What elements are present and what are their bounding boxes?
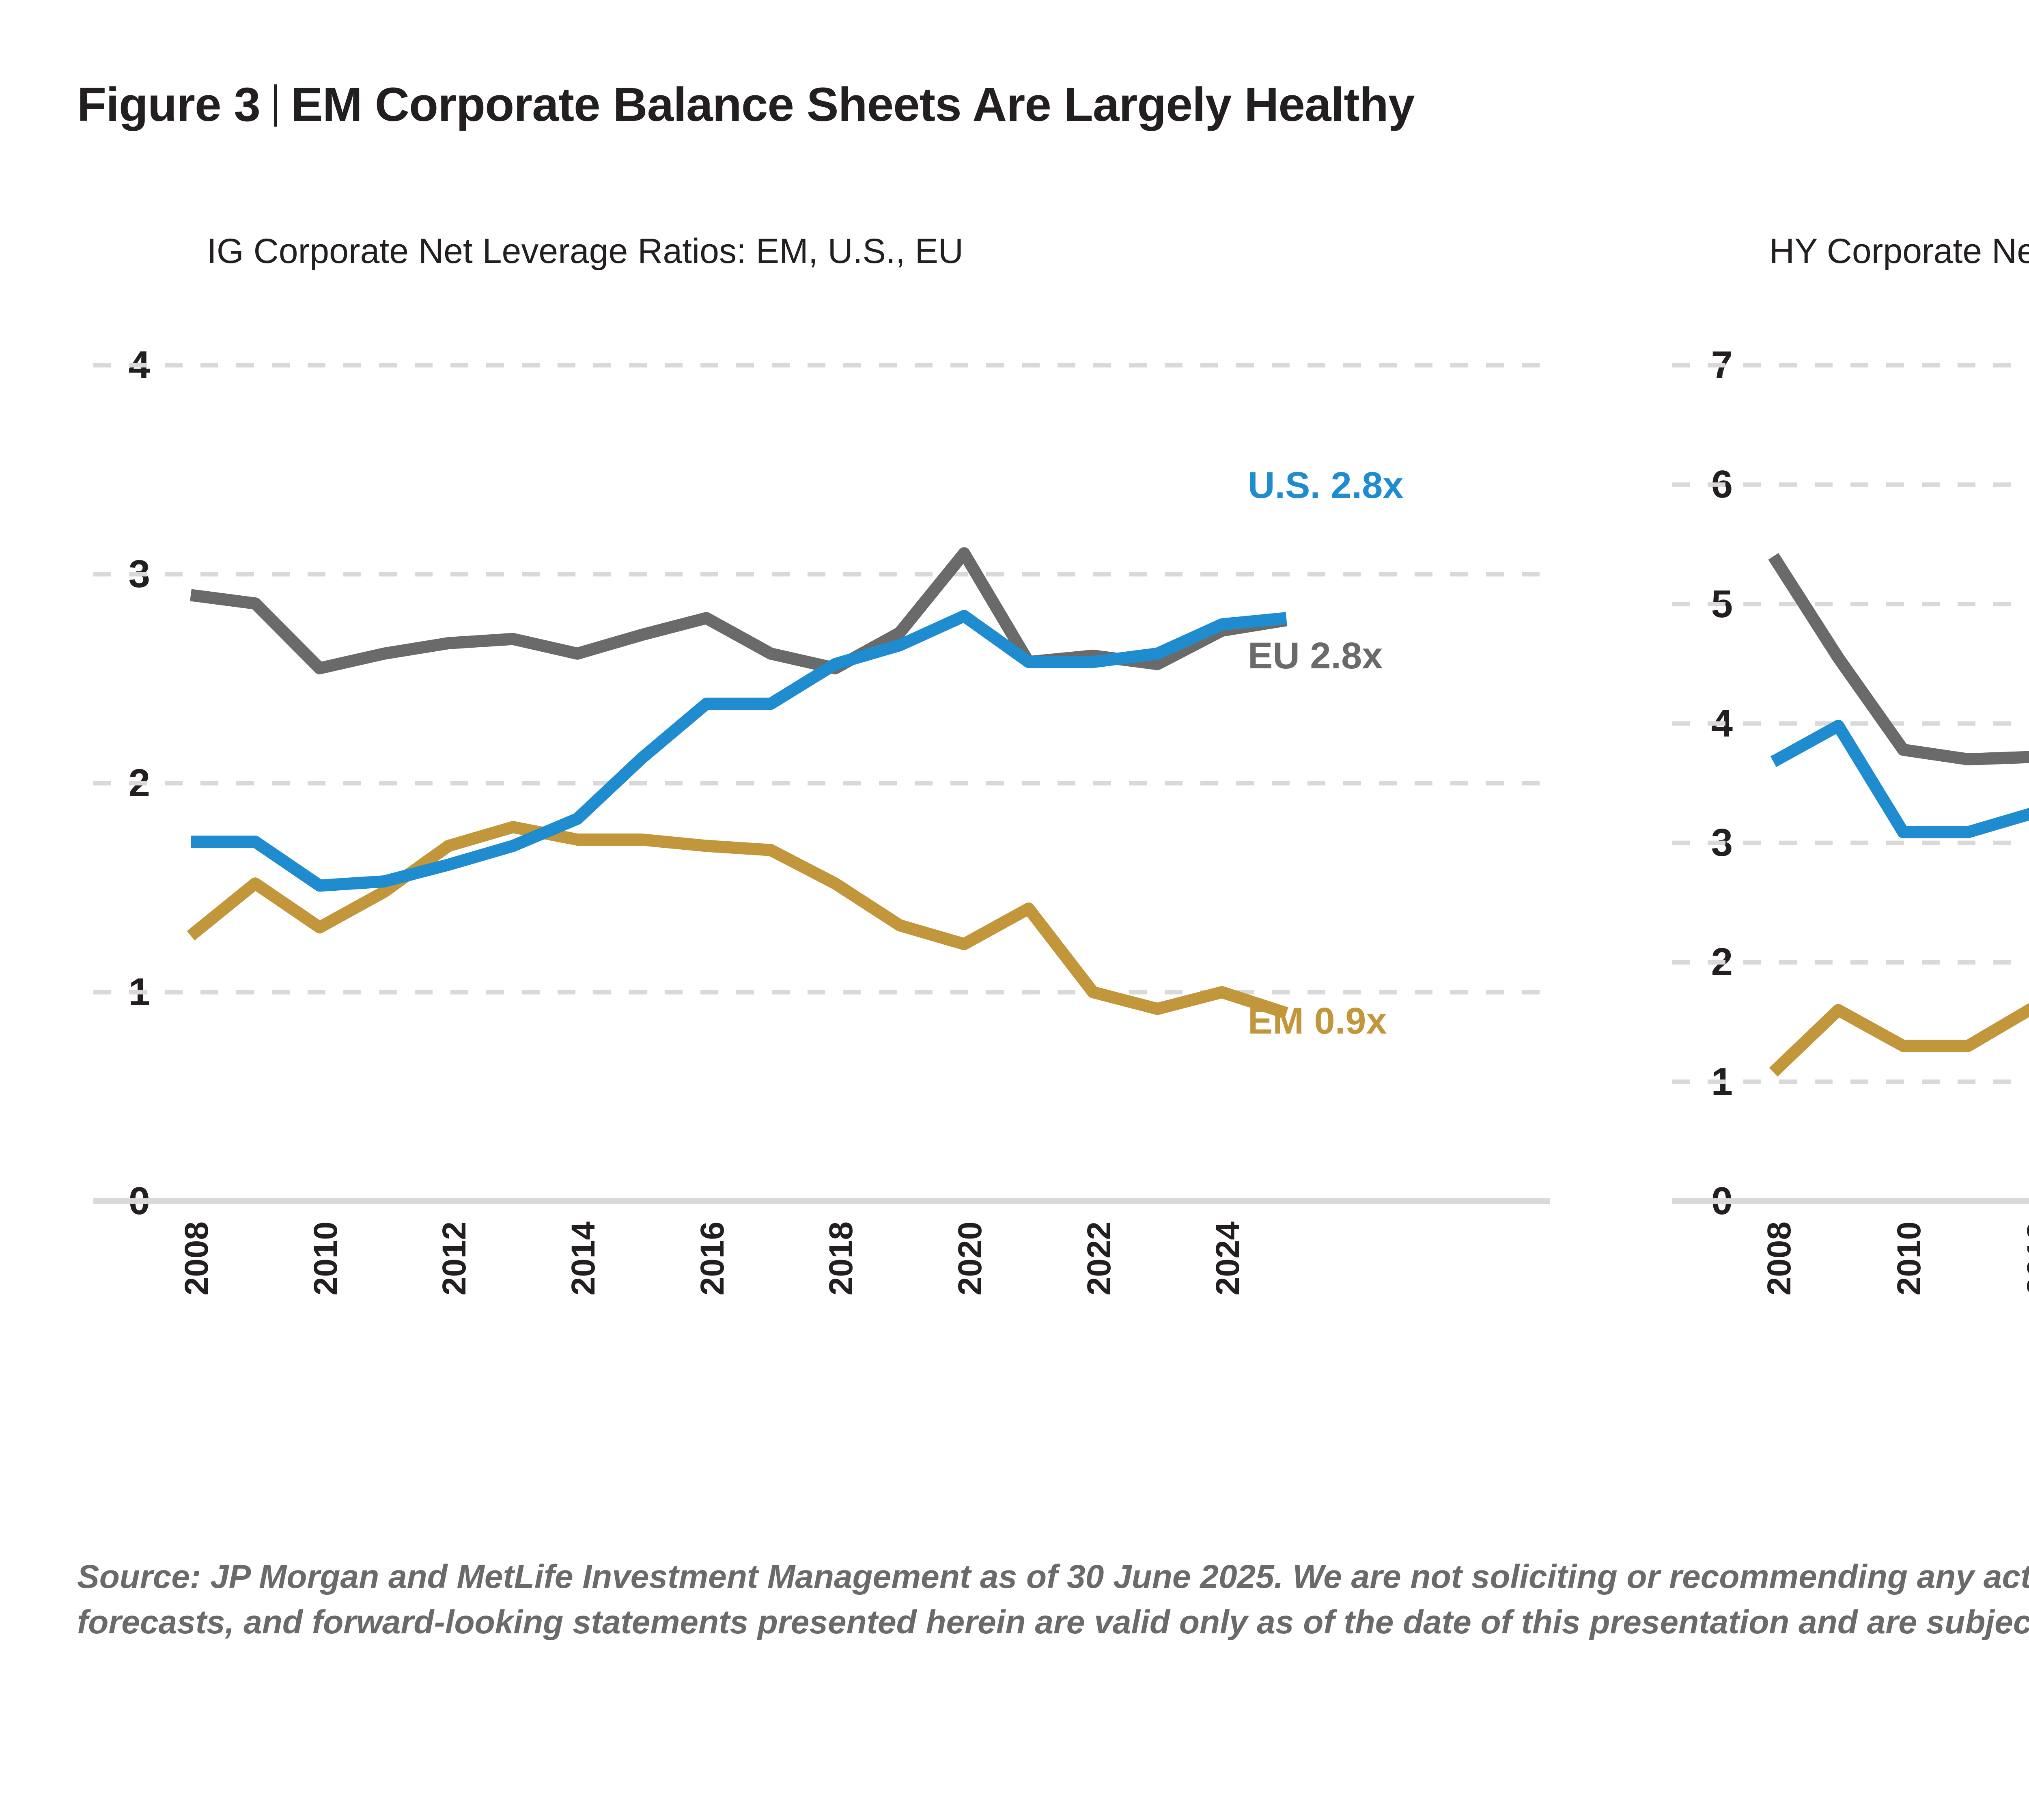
x-tick-label: 2008 (178, 1221, 215, 1296)
series-end-label-eu: EU 2.8x (1248, 635, 1383, 676)
title-divider (274, 84, 277, 127)
page-title: Figure 3 EM Corporate Balance Sheets Are … (77, 77, 1415, 132)
x-tick-label: 2010 (307, 1221, 344, 1296)
x-tick-label: 2012 (2020, 1221, 2029, 1296)
series-line-eu (1768, 553, 2029, 766)
series-end-label-us: U.S. 2.8x (1248, 465, 1404, 506)
chart-panel-ig: IG Corporate Net Leverage Ratios: EM, U.… (69, 219, 1595, 1510)
figure-label: Figure 3 (77, 78, 261, 131)
plot-area-ig (69, 353, 1595, 1213)
series-line-us (1770, 719, 2029, 838)
series-line-em (1769, 1003, 2029, 1077)
line-chart-svg-ig (93, 363, 1550, 1204)
series-end-label-em: EM 0.9x (1248, 1000, 1387, 1042)
x-tick-label: 2012 (436, 1221, 473, 1296)
x-tick-label: 2010 (1891, 1221, 1928, 1296)
chart-panel-hy: HY Corporate Net Leverage Ratios: EM, U.… (1648, 219, 2029, 1510)
plot-area-hy (1648, 353, 2029, 1213)
series-line-us (191, 610, 1287, 892)
series-line-em (187, 821, 1288, 1019)
series-line-eu (190, 547, 1288, 674)
x-tick-label: 2008 (1761, 1221, 1798, 1296)
x-tick-label: 2022 (1080, 1221, 1118, 1296)
x-tick-label: 2016 (694, 1221, 731, 1296)
chart-subtitle-ig: IG Corporate Net Leverage Ratios: EM, U.… (207, 232, 964, 271)
x-tick-label: 2020 (951, 1221, 989, 1296)
x-tick-label: 2018 (823, 1221, 860, 1296)
charts-container: IG Corporate Net Leverage Ratios: EM, U.… (0, 219, 2029, 1510)
x-tick-label: 2014 (564, 1221, 602, 1296)
x-axis-labels-ig: 2008 2010 2012 2014 2016 2018 2020 2022 2024 (69, 1221, 1595, 1449)
line-chart-svg-hy (1672, 363, 2029, 1204)
x-tick-label: 2024 (1209, 1221, 1247, 1296)
chart-subtitle-hy: HY Corporate Net Leverage Ratios: EM, U.… (1769, 232, 2029, 271)
figure-headline: EM Corporate Balance Sheets Are Largely … (291, 78, 1415, 131)
source-note: Source: JP Morgan and MetLife Investment… (77, 1558, 2029, 1641)
